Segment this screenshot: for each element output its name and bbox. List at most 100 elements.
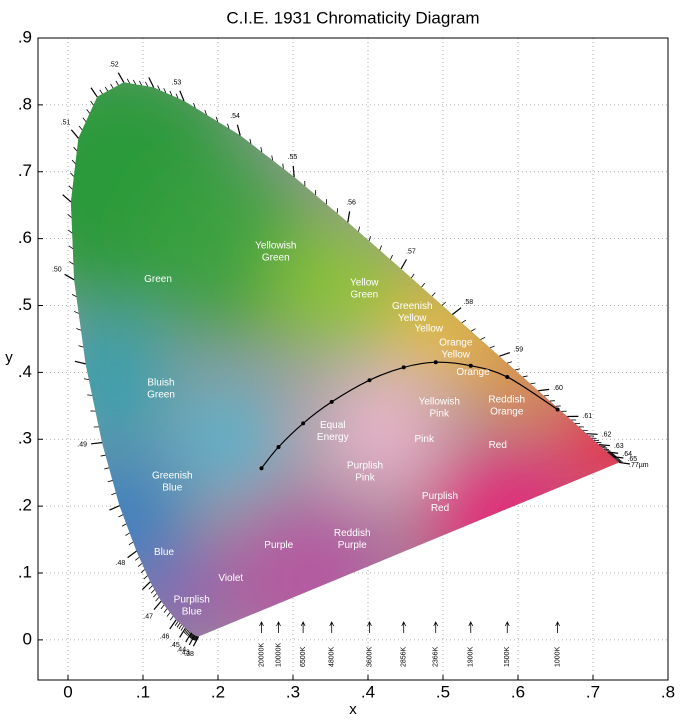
temperature-label: 2856K <box>401 646 408 667</box>
minor-tick <box>68 185 73 190</box>
minor-tick <box>616 459 622 462</box>
temperature-arrow <box>468 621 474 633</box>
minor-tick <box>189 632 193 638</box>
minor-tick <box>514 368 520 371</box>
minor-tick <box>69 261 74 265</box>
temperature-point <box>367 378 372 383</box>
minor-tick <box>183 628 187 634</box>
region-label: Yellowish <box>255 241 296 252</box>
y-tick-label: .9 <box>18 27 32 46</box>
minor-tick <box>125 532 130 536</box>
minor-tick <box>74 311 79 314</box>
minor-tick <box>71 159 76 164</box>
minor-tick <box>522 375 528 378</box>
chart-title: C.I.E. 1931 Chromaticity Diagram <box>226 8 479 27</box>
minor-tick <box>441 301 447 306</box>
wavelength-label: .63 <box>614 443 624 450</box>
y-tick-label: .1 <box>18 562 32 581</box>
x-tick-label: .8 <box>661 682 675 701</box>
y-tick-label: .8 <box>18 94 32 113</box>
wavelength-label: .56 <box>346 199 356 206</box>
minor-tick <box>190 633 194 639</box>
minor-tick <box>260 147 263 153</box>
temperature-arrow <box>401 621 407 633</box>
wavelength-label: .47 <box>143 613 153 620</box>
minor-tick <box>180 626 184 631</box>
minor-tick <box>186 630 190 636</box>
minor-tick <box>379 245 382 251</box>
minor-tick <box>489 345 495 349</box>
y-tick-label: .4 <box>18 362 32 381</box>
minor-tick <box>611 455 617 457</box>
minor-tick <box>368 236 371 242</box>
region-label: Equal <box>320 420 346 431</box>
minor-tick <box>187 631 191 637</box>
wavelength-label: .46 <box>160 633 170 640</box>
wavelength-tick <box>586 433 598 435</box>
region-label: Pink <box>415 434 435 445</box>
minor-tick <box>169 616 174 621</box>
region-label: Purple <box>338 540 367 551</box>
wavelength-tick <box>185 632 192 643</box>
minor-tick <box>87 394 93 396</box>
minor-tick <box>140 569 145 574</box>
temperature-point <box>329 399 334 404</box>
wavelength-tick <box>74 360 86 365</box>
temperature-label: 2366K <box>433 646 440 667</box>
wavelength-tick <box>347 211 351 223</box>
y-tick-label: .3 <box>18 429 32 448</box>
wavelength-label: .77µm <box>629 462 649 469</box>
minor-tick <box>82 117 87 122</box>
minor-tick <box>67 214 72 218</box>
minor-tick <box>104 467 110 470</box>
minor-tick <box>163 88 167 93</box>
temperature-arrow <box>555 621 560 633</box>
wavelength-label: .57 <box>406 248 416 255</box>
temperature-arrow <box>276 621 281 633</box>
wavelength-label: .38 <box>184 651 194 658</box>
wavelength-label: .49 <box>77 442 87 449</box>
minor-tick <box>76 328 82 331</box>
minor-tick <box>110 83 114 89</box>
temperature-point <box>401 365 406 370</box>
minor-tick <box>390 254 393 260</box>
minor-tick <box>128 541 134 546</box>
minor-tick <box>507 361 513 364</box>
minor-tick <box>358 226 360 232</box>
wavelength-tick <box>169 619 177 630</box>
minor-tick <box>157 85 161 91</box>
wavelength-tick <box>236 124 241 136</box>
minor-tick <box>73 146 78 152</box>
minor-tick <box>132 79 137 85</box>
region-label: Yellow <box>414 324 443 335</box>
wavelength-tick <box>179 627 186 638</box>
minor-tick <box>461 319 467 324</box>
temperature-arrow <box>329 621 335 633</box>
temperature-label: 10000K <box>275 643 282 667</box>
temperature-label: 6500K <box>300 646 307 667</box>
temperature-point <box>555 407 560 412</box>
minor-tick <box>143 575 148 580</box>
minor-tick <box>603 448 609 450</box>
region-label: Orange <box>439 338 473 349</box>
region-label: Greenish <box>392 301 433 312</box>
wavelength-label: .61 <box>582 413 592 420</box>
minor-tick <box>193 103 196 108</box>
region-label: Greenish <box>152 471 193 482</box>
temperature-label: 1500K <box>504 646 511 667</box>
region-label: Purple <box>264 540 293 551</box>
temperature-point <box>276 445 281 450</box>
wavelength-tick <box>607 451 619 454</box>
minor-tick <box>137 563 143 567</box>
wavelength-tick <box>127 550 137 559</box>
wavelength-tick <box>499 352 511 357</box>
minor-tick <box>118 514 124 518</box>
minor-tick <box>71 293 77 297</box>
minor-tick <box>160 604 165 610</box>
wavelength-label: .50 <box>52 267 62 274</box>
wavelength-tick <box>70 129 79 139</box>
temperature-point <box>259 466 264 471</box>
x-axis-label: x <box>349 701 357 718</box>
region-label: Green <box>262 253 290 264</box>
minor-tick <box>111 492 117 496</box>
